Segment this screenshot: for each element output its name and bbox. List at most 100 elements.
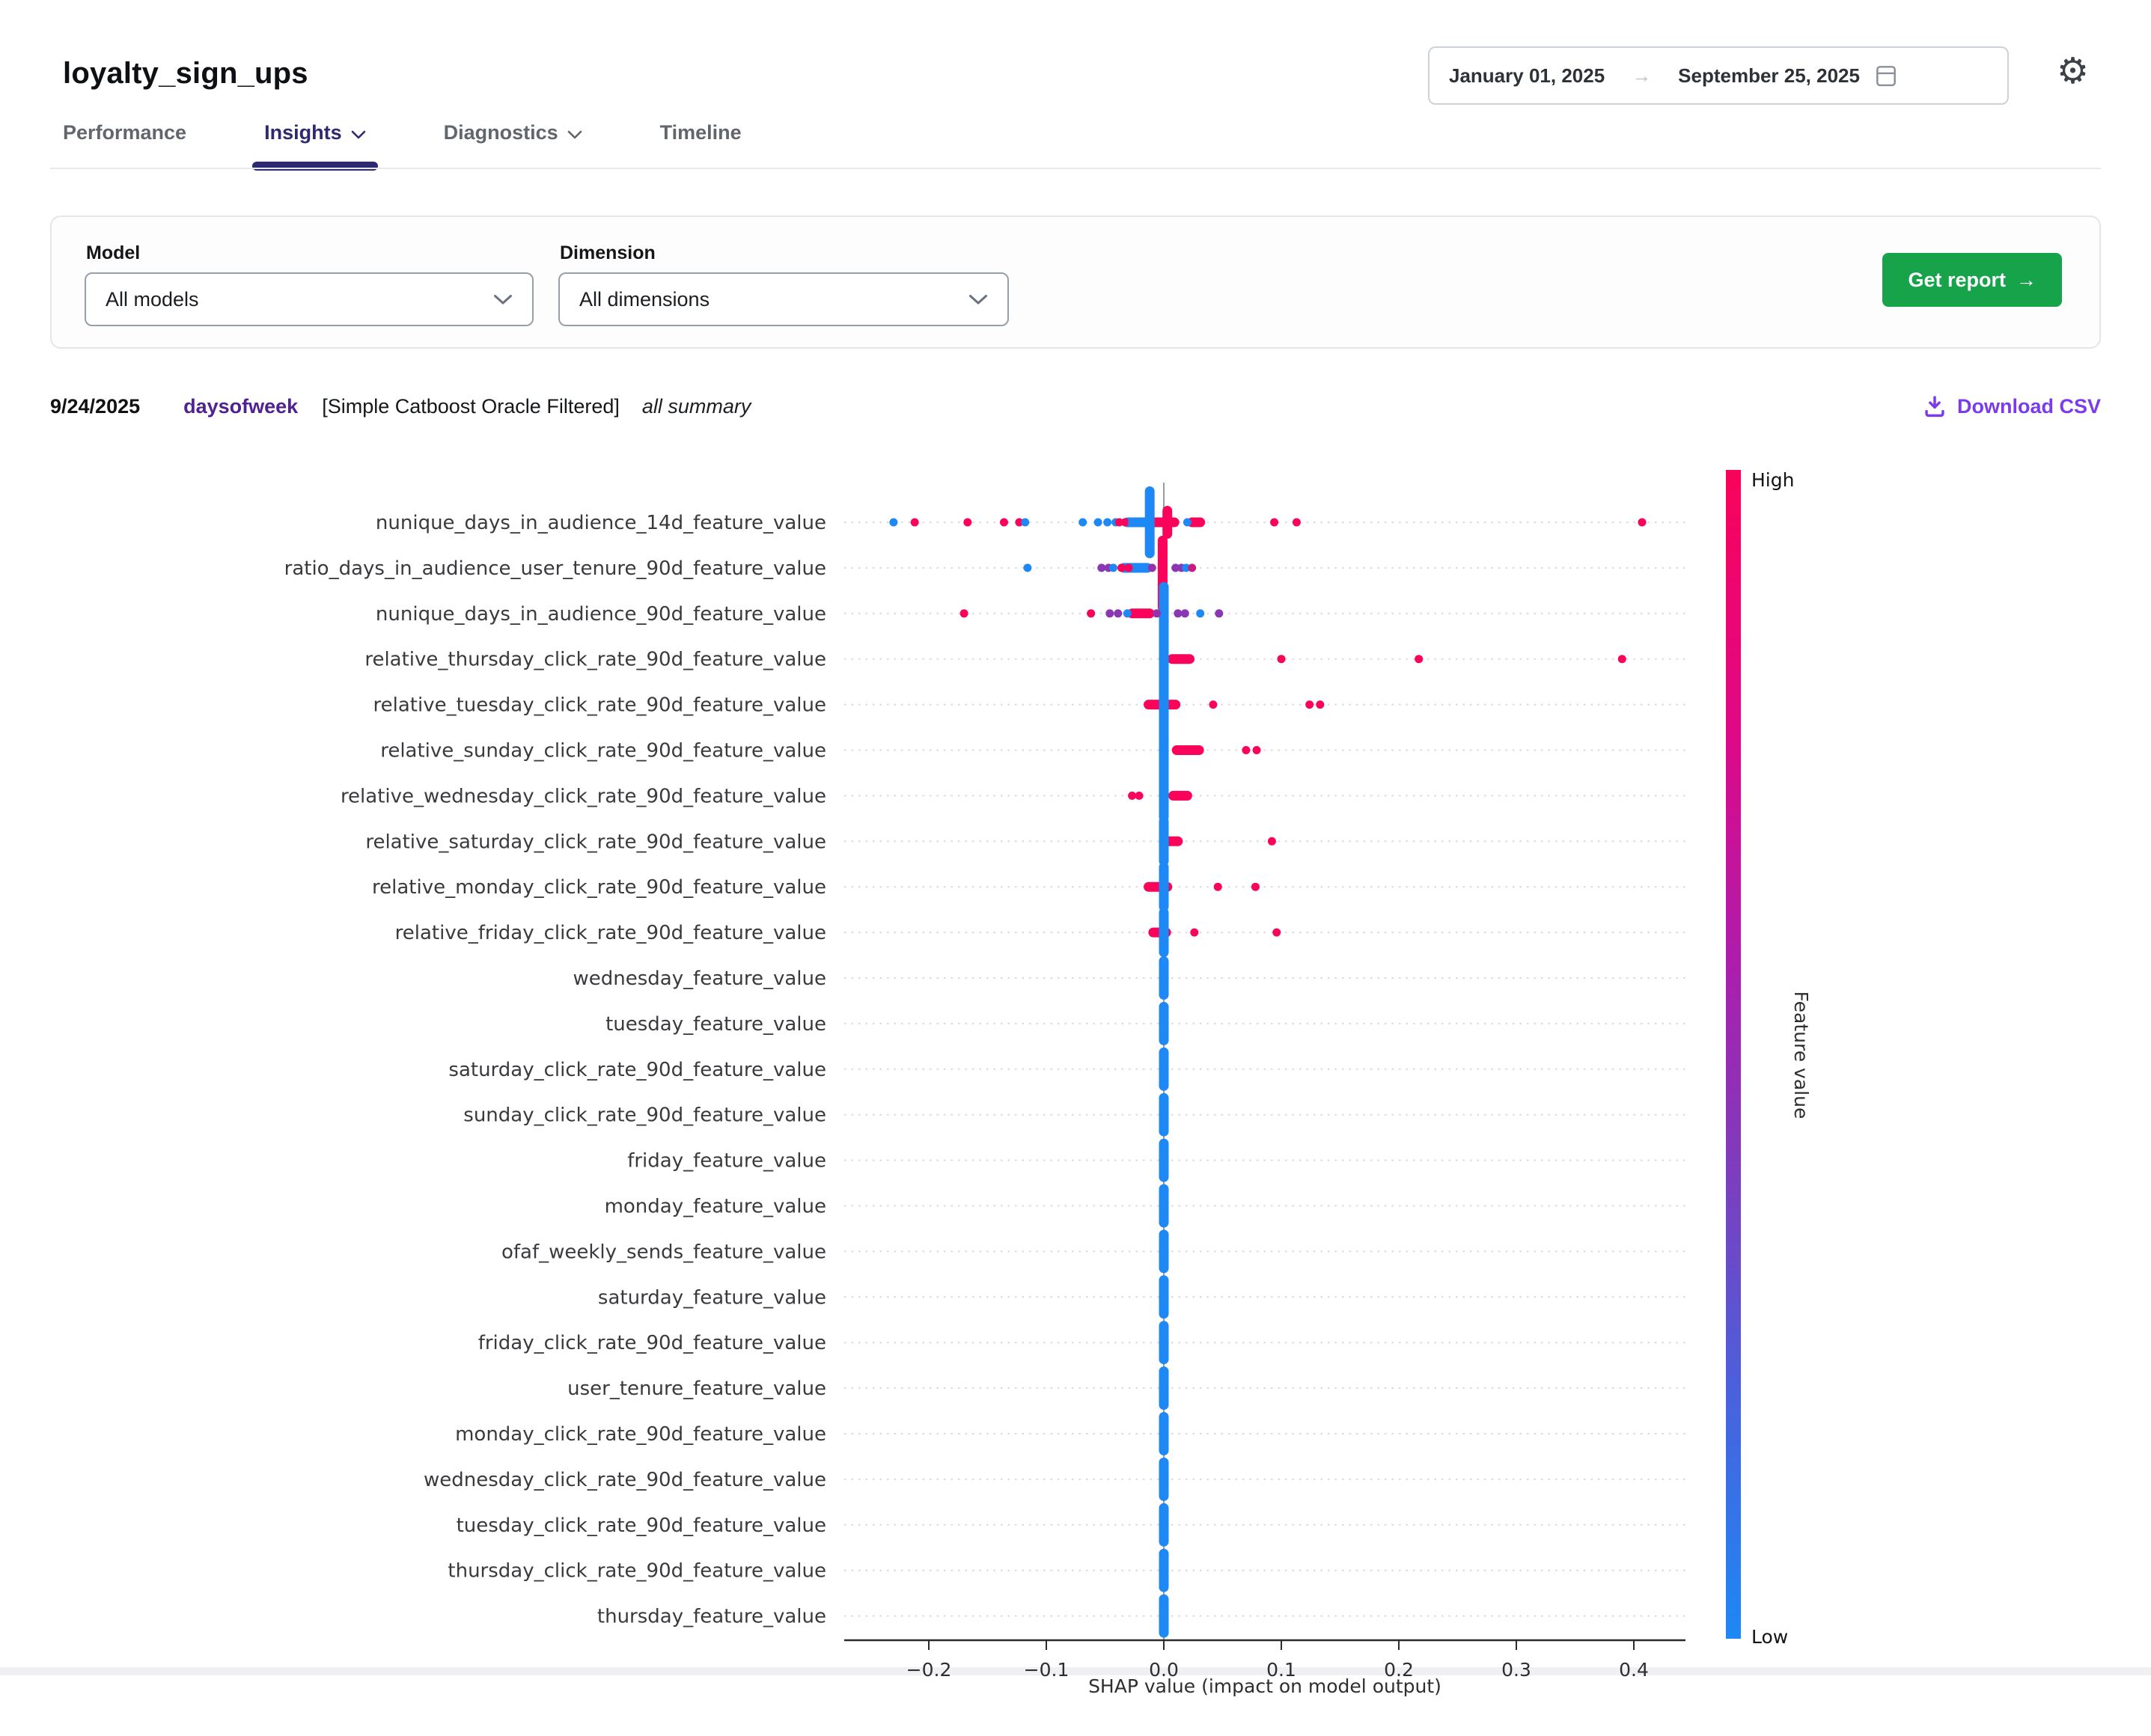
dot <box>1117 563 1126 572</box>
dot <box>1196 609 1205 618</box>
dot <box>1104 563 1113 572</box>
chevron-down-icon <box>567 130 582 139</box>
date-end[interactable]: September 25, 2025 <box>1678 64 1860 87</box>
dot-cluster <box>1159 769 1169 822</box>
dot <box>1180 609 1189 618</box>
dot <box>889 518 898 527</box>
tab-performance[interactable]: Performance <box>63 121 186 165</box>
dot-cluster <box>1159 629 1169 688</box>
dot <box>963 518 972 527</box>
filter-panel: Model All models Dimension All dimension… <box>50 216 2101 349</box>
dot-band <box>1144 700 1181 710</box>
dot-cluster <box>1159 1275 1169 1319</box>
dot <box>1183 518 1192 527</box>
dot <box>1209 700 1218 709</box>
dot <box>1190 928 1199 937</box>
dot-band <box>1162 836 1183 846</box>
get-report-label: Get report <box>1908 268 2006 291</box>
date-start[interactable]: January 01, 2025 <box>1449 64 1605 87</box>
dot-band <box>1122 517 1162 528</box>
dot-cluster <box>1159 816 1169 867</box>
report-dimension-link[interactable]: daysofweek <box>183 394 299 418</box>
tab-label: Performance <box>63 121 187 144</box>
arrow-right-icon: → <box>2016 268 2036 291</box>
dot-band <box>1148 927 1171 938</box>
model-select-value: All models <box>106 287 199 311</box>
dot <box>1188 563 1197 572</box>
dot-cluster <box>1159 862 1169 912</box>
colorbar-high-label: High <box>1751 469 1794 491</box>
dot <box>1128 518 1137 527</box>
feature-label: friday_feature_value <box>627 1150 826 1173</box>
dot <box>1114 609 1123 618</box>
model-select[interactable]: All models <box>85 272 534 326</box>
dot <box>1103 518 1112 527</box>
tab-diagnostics[interactable]: Diagnostics <box>444 121 582 165</box>
dot <box>1108 563 1117 572</box>
dot <box>1305 700 1314 709</box>
dot <box>1093 518 1102 527</box>
date-range-picker[interactable]: January 01, 2025 → September 25, 2025 <box>1428 46 2009 105</box>
feature-label: relative_sunday_click_rate_90d_feature_v… <box>380 740 826 762</box>
feature-label: ofaf_weekly_sends_feature_value <box>501 1241 826 1263</box>
calendar-icon <box>1875 64 1897 88</box>
dimension-label: Dimension <box>560 242 656 263</box>
dot-band <box>1187 517 1206 528</box>
feature-label: nunique_days_in_audience_14d_feature_val… <box>376 512 826 534</box>
tab-timeline[interactable]: Timeline <box>660 121 742 165</box>
dot-cluster <box>1144 486 1155 558</box>
download-csv-link[interactable]: Download CSV <box>1923 394 2101 418</box>
tab-label: Timeline <box>659 121 742 144</box>
dot-cluster <box>1159 908 1169 958</box>
colorbar-title: Feature value <box>1790 991 1812 1119</box>
dot <box>959 609 968 618</box>
dot-band <box>1127 608 1155 619</box>
gear-icon[interactable]: ⚙ <box>2057 52 2090 91</box>
dot <box>1135 518 1144 527</box>
dot <box>1135 791 1144 800</box>
dot-cluster <box>1159 1092 1169 1137</box>
dot <box>1124 563 1133 572</box>
chevron-down-icon <box>968 294 988 305</box>
horizontal-scrollbar[interactable] <box>0 1667 2151 1675</box>
dot <box>910 518 919 527</box>
dot <box>1251 882 1260 891</box>
dot-band <box>1171 745 1204 755</box>
feature-label: relative_saturday_click_rate_90d_feature… <box>365 831 826 853</box>
tab-insights[interactable]: Insights <box>252 121 378 171</box>
dot-band <box>1147 517 1180 528</box>
tab-label: Insights <box>264 121 342 144</box>
dimension-select[interactable]: All dimensions <box>558 272 1009 326</box>
dot <box>1097 563 1106 572</box>
tab-bar: Performance Insights Diagnostics Timelin… <box>63 121 820 171</box>
feature-label: user_tenure_feature_value <box>567 1378 826 1400</box>
feature-label: monday_feature_value <box>605 1196 826 1218</box>
feature-label: relative_tuesday_click_rate_90d_feature_… <box>373 694 827 717</box>
dot <box>1144 609 1153 618</box>
chevron-down-icon <box>351 130 366 139</box>
dot <box>1087 609 1096 618</box>
feature-label: thursday_click_rate_90d_feature_value <box>448 1560 826 1583</box>
dot-cluster <box>1159 956 1169 1000</box>
tab-label: Diagnostics <box>443 121 558 144</box>
dot-band <box>1167 654 1195 664</box>
get-report-button[interactable]: Get report → <box>1882 253 2062 307</box>
page-title: loyalty_sign_ups <box>63 57 308 90</box>
dot-cluster <box>1159 1412 1169 1455</box>
dot <box>1177 563 1186 572</box>
dot-cluster <box>1159 677 1169 732</box>
download-icon <box>1925 396 1944 418</box>
dot <box>1316 700 1325 709</box>
dot-band <box>1144 881 1173 892</box>
dot-cluster <box>1159 1229 1169 1274</box>
dot <box>1171 563 1180 572</box>
dot <box>1272 928 1281 937</box>
dot <box>1617 655 1626 664</box>
dot-cluster <box>1159 581 1169 657</box>
x-axis-label: SHAP value (impact on model output) <box>1088 1675 1441 1697</box>
dot <box>1182 563 1191 572</box>
dot <box>1105 609 1114 618</box>
dot-cluster <box>1159 1457 1169 1501</box>
dot-cluster <box>1162 506 1173 539</box>
feature-label: saturday_click_rate_90d_feature_value <box>448 1059 826 1081</box>
